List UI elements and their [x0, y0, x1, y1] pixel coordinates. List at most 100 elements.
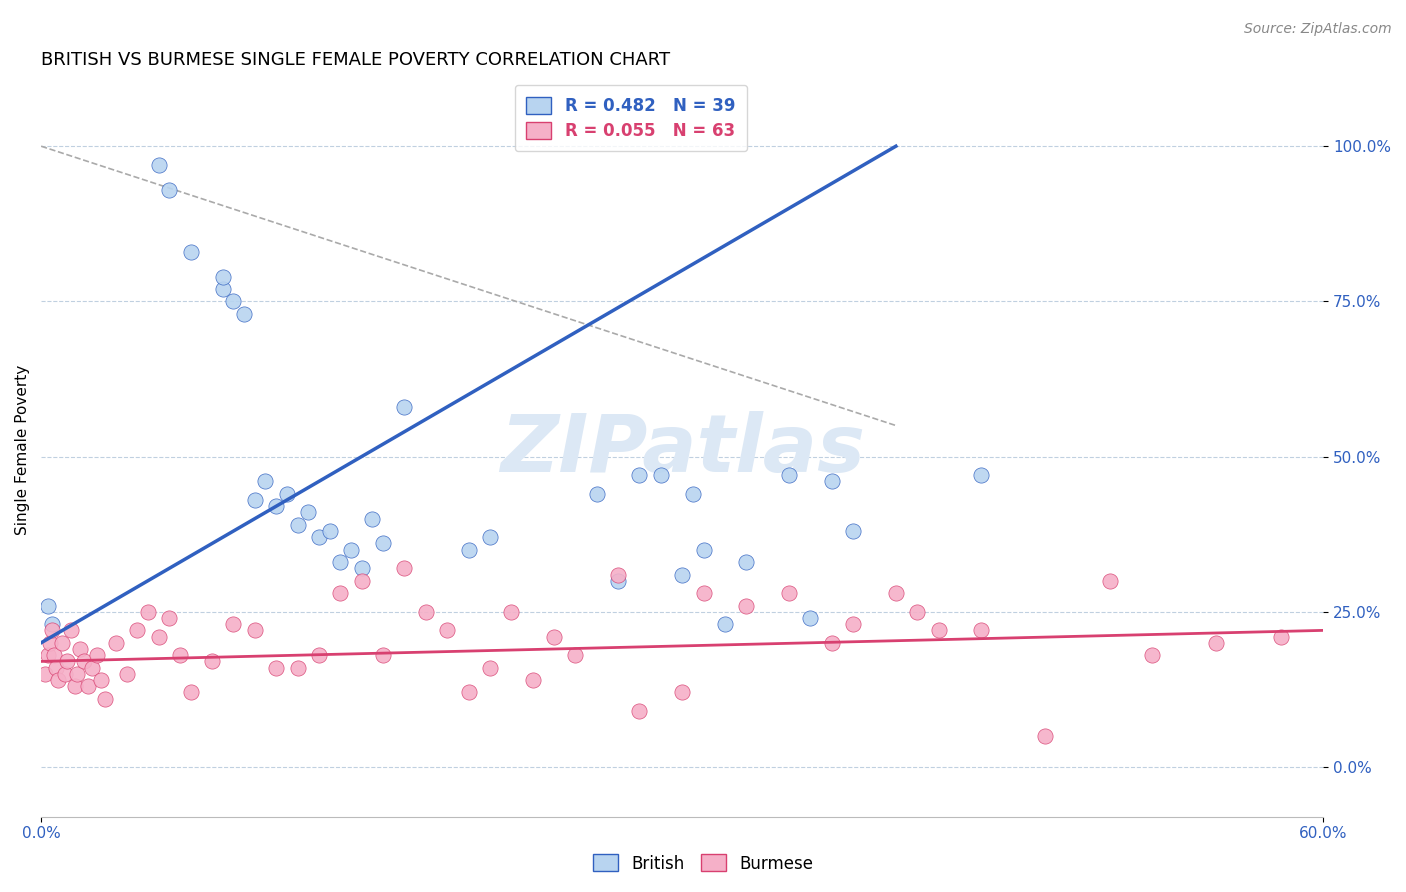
Point — [90, 673, 112, 687]
Point — [287, 660, 309, 674]
Point — [340, 542, 363, 557]
Point — [522, 673, 544, 687]
Point — [287, 517, 309, 532]
Point — [104, 636, 127, 650]
Point — [671, 685, 693, 699]
Point — [157, 611, 180, 625]
Point — [254, 475, 277, 489]
Point — [55, 654, 77, 668]
Point — [371, 648, 394, 663]
Point — [82, 660, 104, 674]
Point — [243, 493, 266, 508]
Point — [478, 530, 501, 544]
Point — [211, 269, 233, 284]
Point — [148, 630, 170, 644]
Point — [361, 511, 384, 525]
Point — [243, 624, 266, 638]
Point — [1035, 729, 1057, 743]
Point — [201, 654, 224, 668]
Point — [157, 183, 180, 197]
Point — [211, 282, 233, 296]
Point — [1270, 630, 1292, 644]
Point — [37, 599, 59, 613]
Point — [308, 648, 330, 663]
Point — [127, 624, 149, 638]
Point — [66, 666, 89, 681]
Point — [350, 574, 373, 588]
Point — [46, 673, 69, 687]
Point — [394, 400, 416, 414]
Point — [628, 468, 651, 483]
Point — [41, 624, 63, 638]
Point — [628, 704, 651, 718]
Text: BRITISH VS BURMESE SINGLE FEMALE POVERTY CORRELATION CHART: BRITISH VS BURMESE SINGLE FEMALE POVERTY… — [41, 51, 671, 69]
Point — [564, 648, 586, 663]
Point — [148, 158, 170, 172]
Point — [41, 617, 63, 632]
Point — [821, 636, 844, 650]
Point — [329, 586, 352, 600]
Point — [37, 648, 59, 663]
Point — [585, 487, 607, 501]
Point — [436, 624, 458, 638]
Point — [682, 487, 704, 501]
Y-axis label: Single Female Poverty: Single Female Poverty — [15, 365, 30, 535]
Point — [735, 599, 758, 613]
Point — [842, 617, 865, 632]
Point — [692, 586, 714, 600]
Point — [799, 611, 821, 625]
Point — [60, 624, 83, 638]
Point — [650, 468, 672, 483]
Point — [222, 294, 245, 309]
Point — [34, 666, 56, 681]
Point — [735, 555, 758, 569]
Point — [671, 567, 693, 582]
Point — [65, 679, 87, 693]
Point — [501, 605, 523, 619]
Text: ZIPatlas: ZIPatlas — [499, 411, 865, 490]
Point — [350, 561, 373, 575]
Point — [478, 660, 501, 674]
Point — [42, 648, 65, 663]
Point — [970, 624, 993, 638]
Point — [233, 307, 256, 321]
Point — [169, 648, 191, 663]
Point — [821, 475, 844, 489]
Legend: R = 0.482   N = 39, R = 0.055   N = 63: R = 0.482 N = 39, R = 0.055 N = 63 — [515, 85, 747, 152]
Point — [607, 574, 630, 588]
Point — [970, 468, 993, 483]
Point — [394, 561, 416, 575]
Point — [297, 505, 319, 519]
Point — [371, 536, 394, 550]
Point — [457, 542, 479, 557]
Point — [264, 500, 287, 514]
Point — [308, 530, 330, 544]
Point — [136, 605, 159, 619]
Point — [928, 624, 950, 638]
Point — [607, 567, 630, 582]
Point — [180, 244, 202, 259]
Point — [77, 679, 100, 693]
Point — [692, 542, 714, 557]
Point — [457, 685, 479, 699]
Point — [778, 586, 800, 600]
Point — [38, 636, 60, 650]
Point — [714, 617, 737, 632]
Point — [73, 654, 96, 668]
Point — [276, 487, 298, 501]
Point — [905, 605, 928, 619]
Point — [1205, 636, 1227, 650]
Point — [180, 685, 202, 699]
Point — [1098, 574, 1121, 588]
Point — [115, 666, 138, 681]
Point — [51, 636, 73, 650]
Point — [543, 630, 565, 644]
Point — [222, 617, 245, 632]
Text: Source: ZipAtlas.com: Source: ZipAtlas.com — [1244, 22, 1392, 37]
Point — [415, 605, 437, 619]
Point — [318, 524, 340, 538]
Point — [842, 524, 865, 538]
Point — [69, 642, 91, 657]
Point — [884, 586, 907, 600]
Point — [45, 660, 67, 674]
